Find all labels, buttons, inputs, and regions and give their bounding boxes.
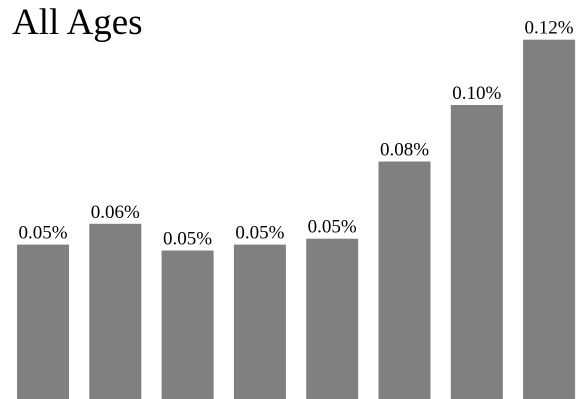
bar-3 bbox=[161, 250, 214, 399]
data-label-2: 0.06% bbox=[91, 202, 140, 223]
data-labels-group: 0.05% 0.06% 0.05% 0.05% 0.05% 0.08% 0.10% 0.12% bbox=[18, 18, 573, 250]
bar-8 bbox=[523, 39, 576, 399]
data-label-7: 0.10% bbox=[452, 83, 501, 104]
bar-7 bbox=[450, 105, 503, 399]
chart-title: All Ages bbox=[12, 2, 143, 43]
bar-2 bbox=[89, 223, 142, 399]
data-label-5: 0.05% bbox=[308, 217, 357, 238]
data-label-8: 0.12% bbox=[525, 18, 574, 39]
data-label-1: 0.05% bbox=[18, 223, 67, 244]
bars-group bbox=[17, 39, 576, 399]
data-label-6: 0.08% bbox=[380, 140, 429, 161]
bar-1 bbox=[17, 244, 69, 399]
bar-5 bbox=[306, 238, 359, 399]
data-label-3: 0.05% bbox=[163, 229, 212, 250]
bar-4 bbox=[233, 244, 286, 399]
bar-6 bbox=[378, 161, 431, 399]
data-label-4: 0.05% bbox=[235, 223, 284, 244]
